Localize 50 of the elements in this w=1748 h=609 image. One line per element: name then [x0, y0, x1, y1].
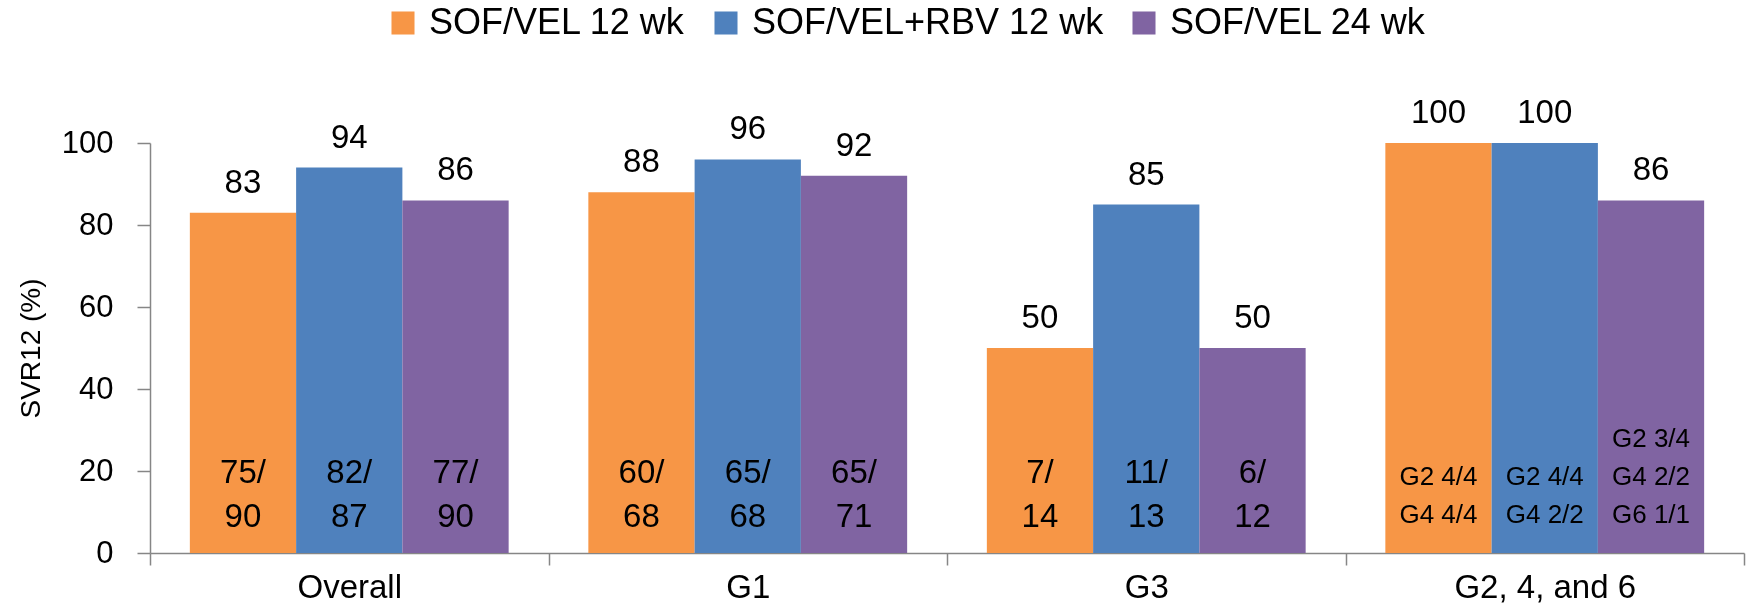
- data-label: 86: [437, 150, 474, 188]
- annotation: G2 4/4 G4 2/2: [1505, 461, 1584, 529]
- bar: [1385, 143, 1492, 553]
- bar: [1093, 204, 1200, 553]
- y-tick-label: 100: [61, 124, 114, 160]
- data-label: 96: [729, 109, 767, 147]
- data-label: 50: [1234, 298, 1271, 335]
- y-axis-title: SVR12 (%): [14, 278, 46, 419]
- annotation: 75/ 90: [220, 453, 267, 534]
- data-label: 88: [623, 142, 660, 180]
- data-label: 92: [835, 125, 873, 163]
- annotation: G2 3/4 G4 2/2 G6 1/1: [1611, 423, 1691, 529]
- data-label: 86: [1632, 150, 1670, 188]
- data-label: 85: [1127, 154, 1165, 192]
- data-label: 50: [1021, 298, 1059, 335]
- bar: [588, 192, 695, 553]
- y-tick-label: 20: [79, 452, 114, 488]
- y-tick-label: 0: [96, 534, 114, 570]
- bar: [1597, 200, 1705, 553]
- bar: [986, 348, 1094, 553]
- y-tick-label: 80: [79, 206, 114, 242]
- x-tick-label: G2, 4, and 6: [1454, 567, 1637, 605]
- y-tick-label: 40: [79, 370, 114, 406]
- bar: [1199, 348, 1306, 553]
- y-tick-label: 60: [79, 288, 114, 324]
- data-label: 100: [1517, 93, 1573, 130]
- legend-label: SOF/VEL+RBV 12 wk: [752, 1, 1105, 42]
- data-label: 83: [224, 162, 262, 200]
- bar: [694, 159, 801, 553]
- legend-label: SOF/VEL 24 wk: [1170, 1, 1426, 42]
- bar: [189, 212, 297, 553]
- x-tick-label: G3: [1124, 567, 1169, 605]
- annotation: G2 4/4 G4 4/4: [1399, 461, 1478, 529]
- annotation: 82/ 87: [326, 453, 374, 534]
- legend-label: SOF/VEL 12 wk: [429, 1, 685, 42]
- x-tick-label: Overall: [297, 567, 403, 605]
- annotation: 60/ 68: [618, 453, 666, 534]
- annotation: 7/ 14: [1021, 453, 1059, 534]
- bar: [402, 200, 509, 553]
- bar: [800, 175, 908, 553]
- bar: [296, 167, 403, 553]
- annotation: 77/ 90: [432, 453, 480, 534]
- annotation: 6/ 12: [1234, 453, 1271, 534]
- annotation: 11/ 13: [1124, 453, 1169, 534]
- x-tick-label: G1: [726, 567, 771, 605]
- bar: [1491, 143, 1598, 553]
- annotation: 65/ 68: [724, 453, 772, 534]
- data-label: 94: [330, 117, 368, 155]
- annotation: 65/ 71: [831, 453, 878, 534]
- data-label: 100: [1410, 93, 1467, 130]
